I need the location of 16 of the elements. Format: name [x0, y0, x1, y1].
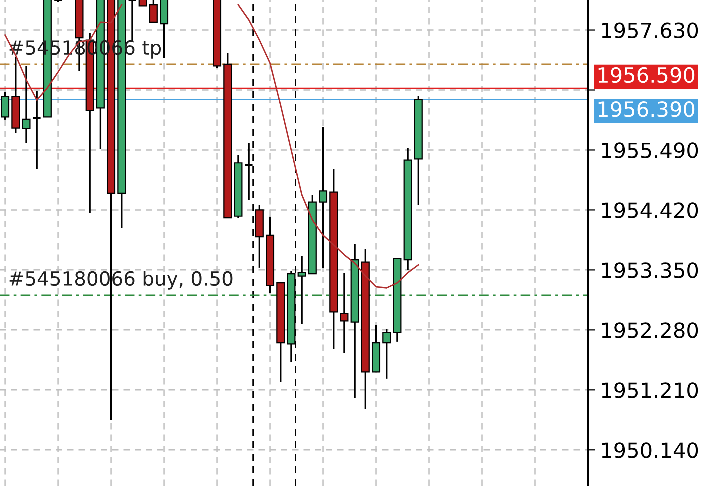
- candlestick: [149, 0, 158, 24]
- candlestick: [22, 65, 31, 144]
- y-tick-label: 1957.630: [602, 22, 698, 38]
- candlestick: [340, 272, 349, 354]
- y-tick-label: 1951.210: [602, 382, 698, 398]
- y-tick-label: 1953.350: [602, 262, 698, 278]
- y-tick-label: 1954.420: [602, 202, 698, 218]
- y-tick-label: 1950.140: [602, 442, 698, 458]
- candlestick: [319, 126, 328, 269]
- ref-line-label: 1956.590: [598, 67, 695, 84]
- candlestick: [1, 92, 10, 121]
- y-tick-label: 1952.280: [602, 322, 698, 338]
- candlestick: [382, 328, 392, 380]
- ref-line-label: 1956.390: [598, 102, 695, 118]
- candlestick: [32, 90, 42, 170]
- y-tick-label: 1955.490: [602, 142, 698, 158]
